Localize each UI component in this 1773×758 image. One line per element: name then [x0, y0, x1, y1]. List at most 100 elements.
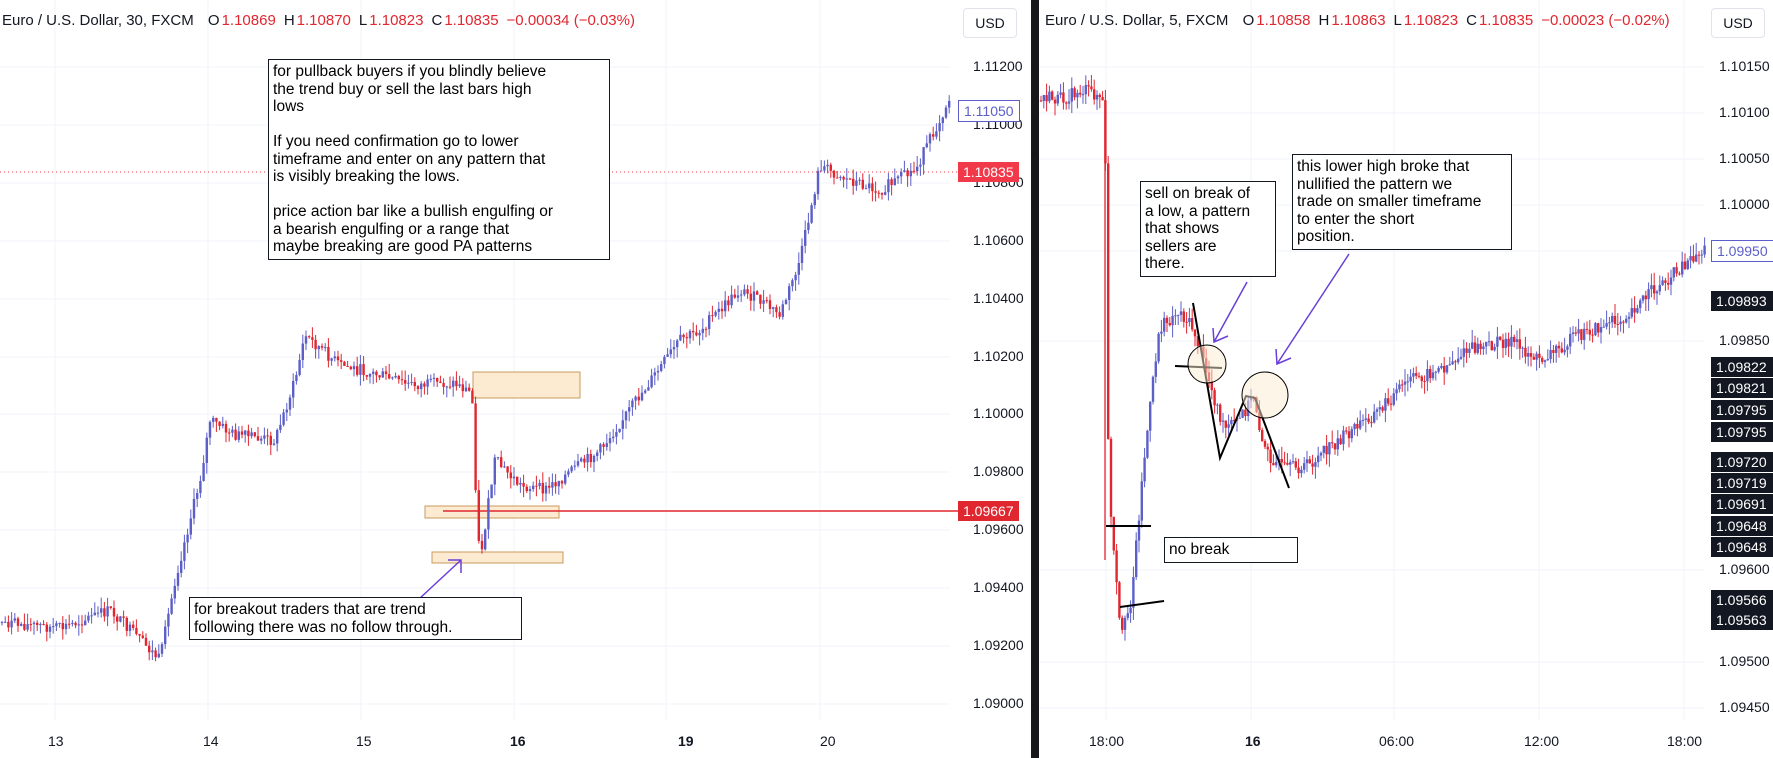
right-symbol-label[interactable]: Euro / U.S. Dollar, 5, FXCM	[1045, 12, 1229, 29]
left-candle-body	[340, 360, 343, 362]
left-candle-body	[826, 164, 829, 167]
left-currency-button[interactable]: USD	[963, 8, 1017, 38]
right-dark-price-tag: 1.09720	[1711, 452, 1773, 472]
left-candle-body	[244, 430, 247, 435]
left-candle-body	[228, 432, 231, 434]
left-candle-body	[538, 482, 541, 487]
right-candle-body	[1420, 376, 1423, 382]
left-candle-body	[554, 482, 557, 487]
left-candle-body	[148, 645, 151, 653]
lower-high-note[interactable]: this lower high broke that nullified the…	[1292, 154, 1512, 250]
right-candle-body	[1445, 365, 1449, 373]
left-candle-body	[394, 375, 397, 378]
left-candle-body	[560, 481, 564, 484]
left-candle-body	[874, 191, 877, 193]
left-price-tick-label: 1.09800	[973, 463, 1024, 479]
left-candle-body	[20, 623, 23, 626]
right-candle-body	[1319, 452, 1323, 456]
right-candle-body	[1294, 461, 1297, 468]
left-candle-body	[551, 482, 554, 488]
left-low-key: L	[358, 12, 368, 29]
left-candle-body	[836, 177, 839, 179]
right-currency-button[interactable]: USD	[1711, 8, 1765, 38]
right-change-value: −0.00023 (−0.02%)	[1541, 12, 1670, 29]
pane-divider[interactable]	[1031, 0, 1039, 758]
left-alert-price-tag[interactable]: 1.11050	[958, 100, 1020, 122]
left-close-key: C	[431, 12, 443, 29]
left-candle-body	[656, 370, 660, 373]
right-candle-body	[1613, 315, 1617, 324]
left-candle-body	[122, 616, 125, 618]
right-time-tick-label: 18:00	[1089, 733, 1125, 749]
left-close-value: 1.10835	[444, 12, 499, 29]
right-candle-body	[1258, 412, 1261, 431]
left-candle-body	[116, 616, 119, 622]
sell-on-break-note[interactable]: sell on break of a low, a pattern that s…	[1140, 181, 1276, 277]
left-candle-body	[666, 354, 669, 357]
left-candle-body	[333, 356, 336, 359]
right-candle-body	[1655, 291, 1659, 294]
left-chart-pane[interactable]: Euro / U.S. Dollar, 30, FXCM O 1.10869 H 1.…	[0, 0, 1031, 758]
right-candle-body	[1275, 461, 1278, 466]
right-candle-body	[1286, 462, 1289, 465]
left-candle-body	[628, 407, 631, 412]
right-candle-body	[1308, 459, 1311, 464]
left-candle-body	[397, 375, 400, 380]
right-candle-body	[1580, 329, 1583, 340]
left-candle-body	[532, 485, 535, 490]
right-candle-body	[1132, 577, 1135, 608]
pullback-buyers-note[interactable]: for pullback buyers if you blindly belie…	[268, 59, 610, 260]
right-candle-body	[1336, 438, 1339, 450]
left-candle-body	[909, 170, 912, 177]
left-candle-body	[669, 349, 672, 355]
left-candle-body	[592, 455, 596, 463]
left-candle-body	[48, 626, 52, 632]
breakout-traders-note[interactable]: for breakout traders that are trend foll…	[189, 597, 522, 640]
left-candle-body	[900, 172, 903, 177]
right-price-tick-label: 1.10150	[1719, 58, 1770, 74]
no-break-note[interactable]: no break	[1164, 537, 1298, 563]
left-candle-body	[912, 170, 916, 172]
left-candle-body	[471, 390, 474, 404]
left-candle-body	[820, 170, 823, 172]
left-candle-body	[692, 331, 695, 333]
left-candle-body	[349, 366, 352, 370]
right-candle-body	[1457, 358, 1460, 363]
left-candle-body	[938, 123, 941, 132]
right-candle-body	[1543, 360, 1547, 362]
left-candle-body	[439, 381, 442, 383]
right-dark-price-tag: 1.09563	[1711, 610, 1773, 630]
left-candle-body	[93, 612, 96, 616]
right-candle-body	[1605, 323, 1608, 327]
right-chart-canvas[interactable]	[1039, 0, 1773, 758]
right-dark-price-tag: 1.09648	[1711, 537, 1773, 557]
right-alert-price-tag[interactable]: 1.09950	[1711, 240, 1773, 262]
left-candle-body	[724, 300, 727, 312]
left-candle-body	[23, 623, 26, 630]
left-candle-body	[704, 328, 708, 330]
left-candle-body	[932, 134, 935, 137]
left-candle-body	[509, 472, 512, 479]
right-candle-body	[1291, 461, 1295, 463]
left-symbol-label[interactable]: Euro / U.S. Dollar, 30, FXCM	[2, 12, 194, 29]
right-candle-body	[1658, 285, 1661, 292]
right-candle-body	[1093, 89, 1096, 100]
left-candle-body	[797, 263, 800, 275]
right-candle-body	[1549, 349, 1552, 360]
right-chart-pane[interactable]: Euro / U.S. Dollar, 5, FXCM O 1.10858 H 1.1…	[1039, 0, 1773, 758]
right-candle-body	[1557, 345, 1561, 349]
left-candle-body	[240, 431, 244, 435]
left-candle-body	[420, 383, 423, 390]
left-candle-body	[653, 372, 656, 376]
left-candle-body	[922, 147, 925, 165]
left-candle-body	[781, 304, 784, 317]
left-candle-body	[346, 365, 349, 367]
left-candle-body	[877, 192, 880, 194]
left-candle-body	[845, 178, 848, 180]
left-candle-body	[906, 170, 909, 177]
right-candle-body	[1515, 339, 1519, 343]
right-candle-body	[1431, 372, 1435, 379]
right-candle-body	[1123, 617, 1127, 630]
left-candle-body	[352, 366, 356, 370]
left-candle-body	[202, 462, 205, 481]
